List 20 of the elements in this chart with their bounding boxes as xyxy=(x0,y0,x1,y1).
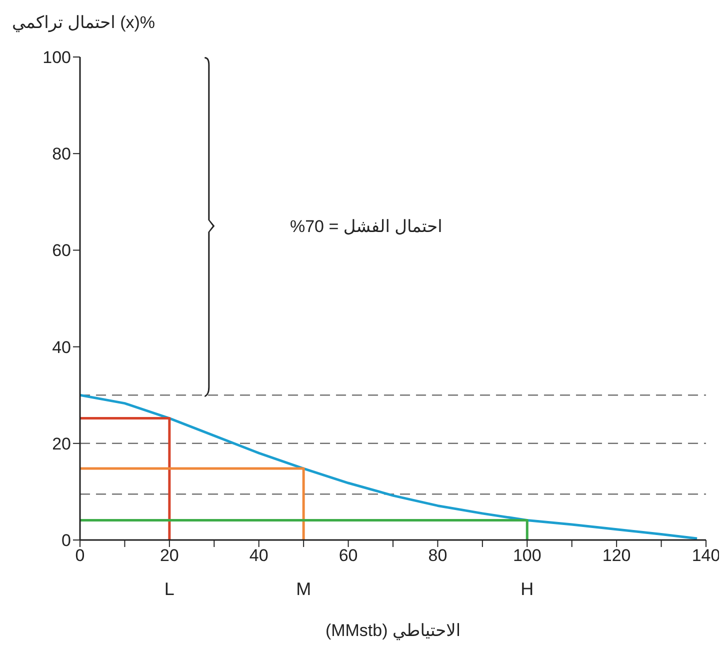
annotation: احتمال الفشل = 70% xyxy=(290,217,442,236)
x-axis-title: الاحتياطي (MMstb) xyxy=(325,621,461,641)
y-tick-label: 80 xyxy=(52,144,71,164)
x-tick-label: 60 xyxy=(338,546,358,566)
y-tick-label: 20 xyxy=(52,434,71,454)
annotation: H xyxy=(520,579,534,599)
x-tick-label: 80 xyxy=(428,546,448,566)
y-tick-label: 60 xyxy=(52,241,71,260)
x-tick-label: 0 xyxy=(75,546,85,566)
line-series xyxy=(80,394,698,540)
x-tick-label: 120 xyxy=(602,546,631,566)
y-tick-label: 0 xyxy=(62,531,71,550)
x-tick-label: 20 xyxy=(160,546,179,566)
annotation: L xyxy=(164,579,174,599)
x-tick-label: 40 xyxy=(249,546,268,566)
y-tick-label: 100 xyxy=(42,48,71,68)
y-axis-title: احتمال تراكمي (x)% xyxy=(12,13,156,33)
y-tick-label: 40 xyxy=(52,338,71,357)
x-tick-label: 100 xyxy=(512,546,542,566)
annotation: M xyxy=(296,579,312,599)
